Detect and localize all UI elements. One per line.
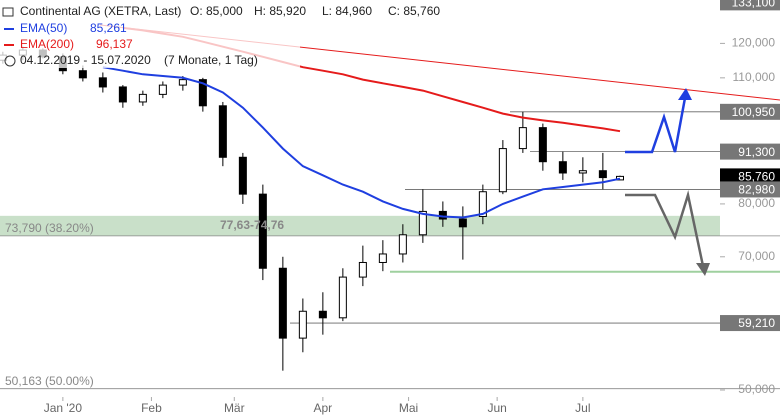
legend-name: EMA(200) — [20, 37, 74, 51]
x-tick-label: Feb — [141, 401, 162, 415]
icon — [2, 7, 14, 17]
price-box — [720, 0, 780, 11]
candle-body — [118, 86, 127, 103]
price-box — [720, 103, 780, 120]
price-label: 100,950 — [732, 105, 776, 119]
ema-line — [102, 66, 621, 219]
candle-body — [498, 148, 507, 193]
ohlc: O: 85,000 — [190, 4, 243, 18]
scenario-arrow-up — [625, 97, 687, 154]
candle-body — [78, 70, 87, 79]
y-tick-label: 120,000 — [732, 36, 776, 50]
candle-body — [178, 79, 187, 86]
candle-body — [298, 310, 307, 339]
candle-body — [358, 261, 367, 278]
y-tick-label: 70,000 — [738, 249, 775, 263]
candle-body — [338, 276, 347, 319]
arrow-head — [678, 88, 692, 100]
fib-label: 73,790 (38.20%) — [5, 221, 94, 235]
candle-body — [418, 210, 427, 236]
candle-body — [258, 193, 267, 269]
ohlc: H: 85,920 — [254, 4, 306, 18]
candle-body — [558, 161, 567, 174]
candle-body — [378, 253, 387, 263]
candle-body — [278, 267, 287, 339]
overlay-layer: 77,63-74,76 73,790 (38.20%) 50,163 (50.00%… — [5, 0, 780, 415]
title: Continental AG (XETRA, Last) — [20, 4, 181, 18]
candle-body — [616, 175, 624, 181]
price-box — [720, 168, 780, 185]
x-tick-label: Apr — [314, 401, 333, 415]
candle-body — [578, 170, 587, 174]
fib-label: 50,163 (50.00%) — [5, 374, 94, 388]
legend-name: EMA(50) — [20, 21, 67, 35]
price-box — [720, 181, 780, 198]
price-label: 82,980 — [738, 183, 775, 197]
price-box — [720, 315, 780, 332]
price-label: 59,210 — [738, 316, 775, 330]
candle-body — [98, 77, 107, 88]
candle-body — [238, 156, 247, 195]
icon — [4, 55, 16, 67]
candle-body — [458, 218, 467, 228]
main-layer — [0, 26, 624, 371]
y-tick-label: 50,000 — [738, 382, 775, 396]
x-tick-label: Mai — [399, 401, 418, 415]
candle-body — [538, 127, 547, 163]
candle-body — [398, 234, 407, 255]
candle-body — [138, 93, 147, 103]
background-layer — [0, 42, 780, 401]
x-tick-label: Jul — [575, 401, 590, 415]
x-tick-label: Jan '20 — [44, 401, 83, 415]
y-tick-label: 80,000 — [738, 196, 775, 210]
candle-body — [158, 84, 167, 95]
scenario-arrow-down — [625, 190, 705, 267]
x-tick-label: Jun — [487, 401, 506, 415]
y-tick-label: 110,000 — [733, 70, 776, 84]
candle-body — [478, 191, 487, 217]
zone — [0, 215, 720, 236]
candle-body — [598, 170, 607, 179]
legend-value: 85,261 — [90, 21, 127, 35]
period-note: (7 Monate, 1 Tag) — [164, 53, 258, 67]
period: 04.12.2019 - 15.07.2020 — [20, 53, 151, 67]
arrow-head — [696, 263, 710, 276]
legend-value: 96,137 — [96, 37, 133, 51]
x-tick-label: Mär — [224, 401, 245, 415]
candle-body — [218, 105, 227, 158]
candle-body — [198, 79, 207, 107]
zone-label: 77,63-74,76 — [220, 218, 284, 232]
candle-body — [518, 127, 527, 150]
legend-bg — [0, 0, 300, 68]
price-label: 91,300 — [738, 145, 775, 159]
candle-body — [318, 310, 327, 319]
ohlc: L: 84,960 — [322, 4, 372, 18]
price-label: 85,760 — [738, 170, 775, 184]
ohlc: C: 85,760 — [388, 4, 440, 18]
price-label: 133,100 — [732, 0, 776, 10]
price-box — [720, 143, 780, 160]
